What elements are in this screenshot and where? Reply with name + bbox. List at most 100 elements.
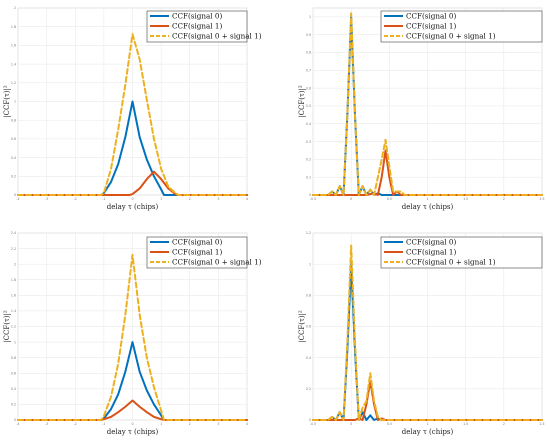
x-tick-label: 3 [217,197,219,201]
y-tick-label: 1.2 [11,325,16,329]
x-tick-label: -3 [45,422,48,426]
x-tick-label: 2 [189,197,191,201]
legend: CCF(signal 0)CCF(signal 1)CCF(signal 0 +… [146,10,262,43]
series-line-3 [312,12,543,196]
x-tick-label: -4 [16,422,19,426]
legend-box [380,236,543,269]
y-tick-label: 0.4 [11,387,16,391]
y-axis-label: |CCF(τ)|² [3,85,11,118]
series-line-3 [17,253,248,421]
x-axis-label: delay τ (chips) [107,203,159,211]
series-line-1 [17,100,248,196]
legend-label: CCF(signal 0 + signal 1) [172,31,262,40]
y-axis-label: |CCF(τ)|² [298,310,306,343]
x-tick-label: 1 [426,197,428,201]
x-tick-label: 1 [160,197,162,201]
y-tick-label: 0.8 [11,118,16,122]
y-tick-label: 1.2 [11,81,16,85]
y-tick-label: 0.4 [11,156,16,160]
legend-label: CCF(signal 0) [406,11,456,20]
y-tick-label: 0.4 [306,356,311,360]
x-tick-label: 1.5 [463,197,468,201]
legend-label: CCF(signal 1) [406,247,456,256]
y-tick-label: 0.6 [306,86,311,90]
y-tick-label: 0 [14,418,16,422]
y-tick-label: 0 [309,193,311,197]
chart-panel-2: -0.5 0 0.5 1 1.5 2 2.500.10.20.30.40.50.60.70.… [298,7,545,211]
x-tick-label: -1 [102,197,105,201]
x-tick-label: 1 [426,422,428,426]
x-tick-label: 2 [503,197,505,201]
x-tick-label: 2.5 [539,422,544,426]
y-tick-label: 0.2 [11,175,16,179]
x-tick-label: 0 [131,422,133,426]
y-tick-label: 0.7 [306,69,311,73]
y-tick-label: 2 [14,262,16,266]
x-tick-label: -0.5 [310,197,316,201]
y-tick-label: 1 [309,262,311,266]
x-tick-label: 0.5 [387,422,392,426]
x-tick-label: 0 [350,422,352,426]
legend-label: CCF(signal 0 + signal 1) [406,31,496,40]
x-tick-label: 4 [246,197,248,201]
y-tick-label: 0.3 [306,140,311,144]
y-tick-label: 2.4 [11,231,16,235]
x-tick-label: 0 [131,197,133,201]
y-tick-label: 0.4 [306,122,311,126]
series-line-2 [312,380,543,421]
y-tick-label: 2.2 [11,247,16,251]
legend: CCF(signal 0)CCF(signal 1)CCF(signal 0 +… [380,10,543,43]
x-tick-label: 1 [160,422,162,426]
legend-label: CCF(signal 0) [406,237,456,246]
y-tick-label: 0.6 [306,325,311,329]
x-tick-label: 3 [217,422,219,426]
x-axis-label: delay τ (chips) [107,428,159,436]
x-tick-label: 4 [246,422,248,426]
legend-box [380,10,543,43]
x-axis-label: delay τ (chips) [402,428,454,436]
legend-label: CCF(signal 0) [172,237,222,246]
legend-label: CCF(signal 1) [406,21,456,30]
x-tick-label: 2 [503,422,505,426]
y-axis-label: |CCF(τ)|² [298,85,306,118]
legend-label: CCF(signal 0 + signal 1) [406,257,496,266]
y-tick-label: 0.2 [306,387,311,391]
y-tick-label: 2 [14,6,16,10]
y-tick-label: 0.8 [306,294,311,298]
y-tick-label: 1 [14,100,16,104]
legend-label: CCF(signal 0 + signal 1) [172,257,262,266]
y-tick-label: 1 [14,340,16,344]
x-tick-label: -4 [16,197,19,201]
legend-label: CCF(signal 1) [172,21,222,30]
y-tick-label: 0.1 [306,175,311,179]
y-tick-label: 0.9 [306,33,311,37]
y-tick-label: 1.2 [306,231,311,235]
series-line-2 [17,399,248,421]
legend-label: CCF(signal 0) [172,11,222,20]
series-line-3 [17,33,248,196]
y-tick-label: 0.2 [306,158,311,162]
legend: CCF(signal 0)CCF(signal 1)CCF(signal 0 +… [146,236,262,269]
y-tick-label: 0 [309,418,311,422]
legend: CCF(signal 0)CCF(signal 1)CCF(signal 0 +… [380,236,543,269]
x-tick-label: -3 [45,197,48,201]
x-tick-label: -2 [74,422,77,426]
y-tick-label: 1.8 [11,278,16,282]
y-tick-label: 0.8 [11,356,16,360]
y-tick-label: 1.6 [11,294,16,298]
y-tick-label: 0.2 [11,403,16,407]
x-tick-label: 2 [189,422,191,426]
x-tick-label: -2 [74,197,77,201]
chart-panel-1: -4 -3 -2 -1 0 1 2 3 4 0 0.2 0.4 0.6 0.8 1 1.2 1.4 1.6 1.8 2… [3,6,262,211]
x-tick-label: 0.5 [387,197,392,201]
y-tick-label: 0.6 [11,371,16,375]
x-tick-label: -1 [102,422,105,426]
legend-label: CCF(signal 1) [172,247,222,256]
y-tick-label: 0.8 [306,51,311,55]
y-axis-label: |CCF(τ)|² [3,310,11,343]
x-axis-label: delay τ (chips) [402,203,454,211]
y-tick-label: 0.6 [11,137,16,141]
y-tick-label: 1.4 [11,62,16,66]
x-tick-label: 2.5 [539,197,544,201]
